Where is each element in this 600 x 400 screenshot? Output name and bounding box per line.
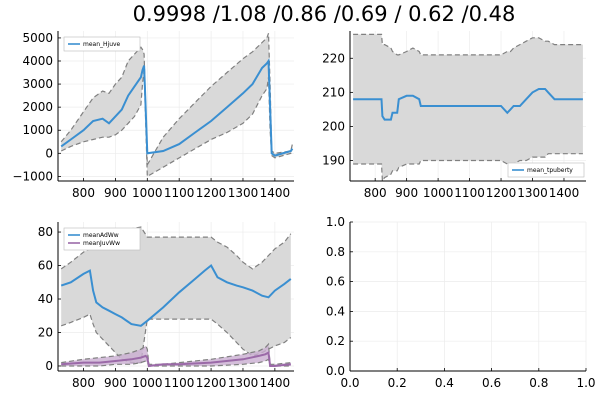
x-tick-label: 1200 — [486, 186, 517, 200]
legend-box — [507, 162, 585, 178]
x-tick-label: 1300 — [228, 376, 259, 390]
y-tick-label: 2000 — [22, 100, 53, 114]
x-tick-label: 1000 — [132, 186, 163, 200]
series-line-meanJuvWw — [61, 351, 291, 368]
y-tick-label: −1000 — [12, 169, 53, 183]
x-tick-label: 800 — [72, 376, 95, 390]
x-tick-label: 900 — [104, 186, 127, 200]
legend-label: mean_tpuberty — [527, 167, 573, 174]
y-tick-label: 1000 — [22, 123, 53, 137]
y-tick-label: 190 — [322, 154, 345, 168]
x-tick-label: 1100 — [164, 376, 195, 390]
y-tick-label: 0.2 — [326, 334, 345, 348]
panel-bottom-left: 800 900 1000 1100 1200 1300 1400 0 20 40 60 80 meanA… — [38, 222, 294, 390]
y-tick-label: 5000 — [22, 31, 53, 45]
x-tick-label: 1300 — [517, 186, 548, 200]
figure-title: 0.9998 /1.08 /0.86 /0.69 / 0.62 /0.48 — [133, 2, 516, 26]
legend-box — [63, 36, 141, 52]
x-tick-label: 1200 — [196, 376, 227, 390]
legend-box — [63, 227, 141, 251]
x-tick-label: 1300 — [228, 186, 259, 200]
x-tick-label: 0.4 — [435, 376, 454, 390]
plot-area — [353, 33, 583, 181]
x-tick-label: 1100 — [454, 186, 485, 200]
panel-top-right: 800 900 1000 1100 1200 1300 1400 190 200 210 220 me… — [322, 31, 586, 200]
x-tick-label: 800 — [72, 186, 95, 200]
y-tick-label: 200 — [322, 119, 345, 133]
y-tick-label: 60 — [38, 259, 53, 273]
y-tick-label: 0.8 — [326, 245, 345, 259]
series-line-mean_Hjuve — [60, 57, 294, 157]
series-line-mean_tpuberty — [353, 88, 583, 121]
y-tick-label: 0.4 — [326, 304, 345, 318]
y-tick-label: 4000 — [22, 54, 53, 68]
plot-area — [60, 226, 292, 368]
band-mean_Hjuve — [61, 33, 293, 177]
x-tick-label: 0.6 — [482, 376, 501, 390]
y-tick-label: 3000 — [22, 77, 53, 91]
legend-label: meanAdWw — [83, 232, 119, 239]
x-tick-label: 800 — [364, 186, 387, 200]
x-tick-label: 1400 — [549, 186, 580, 200]
y-tick-label: 40 — [38, 292, 53, 306]
y-tick-label: 210 — [322, 85, 345, 99]
y-tick-label: 20 — [38, 325, 53, 339]
x-tick-label: 900 — [104, 376, 127, 390]
x-tick-label: 1000 — [423, 186, 454, 200]
x-tick-label: 1000 — [132, 376, 163, 390]
x-tick-label: 0.2 — [388, 376, 407, 390]
legend-label: meanJuvWw — [83, 240, 120, 247]
y-tick-label: 0 — [45, 146, 53, 160]
y-tick-label: 80 — [38, 225, 53, 239]
legend: mean_tpuberty — [507, 162, 585, 178]
x-tick-label: 1200 — [196, 186, 227, 200]
panels: 800 900 1000 1100 1200 1300 1400−1000010002000… — [12, 31, 595, 390]
y-tick-label: 0.0 — [326, 364, 345, 378]
band-lower-mean_tpuberty — [353, 153, 583, 181]
x-tick-label: 1.0 — [576, 376, 595, 390]
x-tick-label: 0.8 — [529, 376, 548, 390]
y-tick-label: 0.6 — [326, 275, 345, 289]
series-line-meanAdWw — [60, 263, 292, 327]
y-tick-label: 1.0 — [326, 215, 345, 229]
plot-area — [60, 33, 294, 178]
x-tick-label: 0.0 — [340, 376, 359, 390]
legend: mean_Hjuve — [63, 36, 141, 52]
band-mean_tpuberty — [353, 34, 583, 181]
y-tick-label: 0 — [45, 359, 53, 373]
x-tick-label: 1400 — [260, 376, 291, 390]
legend-label: mean_Hjuve — [83, 41, 121, 48]
panel-top-left: 800 900 1000 1100 1200 1300 1400−1000010002000… — [12, 31, 294, 200]
panel-bottom-right: 0.0 0.2 0.4 0.6 0.8 1.0 0.0 0.2 0.4 0.6 0.8 1.0 — [326, 215, 596, 390]
x-tick-label: 1400 — [260, 186, 291, 200]
y-tick-label: 220 — [322, 51, 345, 65]
band-upper-mean_tpuberty — [353, 33, 583, 56]
x-tick-label: 900 — [395, 186, 418, 200]
x-tick-label: 1100 — [164, 186, 195, 200]
